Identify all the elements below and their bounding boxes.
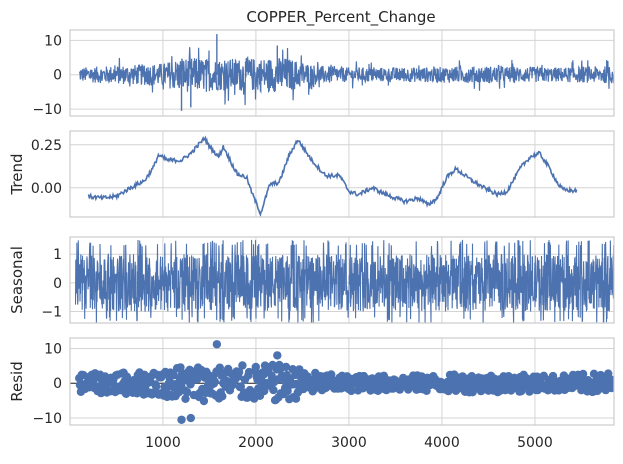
y-tick-label: 0.00 [31,181,62,197]
resid-point [467,372,476,381]
resid-point [234,367,244,377]
y-tick-label: −1 [41,305,62,321]
series-seasonal [74,239,614,323]
resid-point [283,386,292,396]
resid-point [609,380,614,389]
trend-line [87,135,578,217]
y-tick-label: −10 [32,411,62,427]
resid-outlier-point [273,351,282,360]
panel-frame [69,29,615,117]
y-axis-label-resid: Resid [8,361,26,401]
panel-trend: 0.25 0.00 Trend [8,130,615,218]
resid-point [181,394,190,403]
resid-point [251,362,260,372]
panel-frame [69,337,615,426]
seasonal-line [74,239,614,323]
y-tick-label: 0 [53,276,62,292]
y-tick-label: 0 [53,376,62,392]
x-tick-label: 5000 [517,435,553,451]
resid-outlier-point [212,340,222,349]
x-tick-label: 1000 [145,435,181,451]
resid-point [210,377,219,386]
chart-title: COPPER_Percent_Change [246,8,435,27]
panel-observed: 10 0 −10 [32,29,615,118]
y-tick-label: 0.25 [31,138,62,154]
panel-resid: 10 0 −10 Resid 1000 2000 3000 4000 5000 [8,337,615,451]
x-tick-label: 3000 [331,435,367,451]
y-tick-label: −10 [32,102,62,118]
resid-point [347,386,356,396]
panel-seasonal: 1 0 −1 Seasonal [8,236,615,324]
resid-point [215,363,224,372]
resid-point [183,388,192,397]
x-tick-label: 4000 [424,435,460,451]
y-axis-label-seasonal: Seasonal [8,246,26,314]
panel-frame [69,130,615,218]
resid-point [152,382,161,391]
y-tick-label: 10 [44,33,62,49]
y-tick-label: 1 [53,247,62,263]
y-axis-label-trend: Trend [8,153,26,195]
panel-frame [69,236,615,324]
resid-point [269,385,278,395]
resid-point [260,386,269,396]
resid-outlier-point [177,415,186,424]
y-tick-label: 10 [44,341,62,357]
resid-point [238,361,247,370]
observed-line [78,47,614,106]
series-resid [70,340,614,424]
resid-point [589,369,599,378]
y-tick-label: 0 [53,68,62,84]
x-tick-label: 2000 [238,435,274,451]
resid-point [281,362,291,372]
resid-point [199,396,209,406]
panels-group: 100−100.250.00Trend10−1Seasonal100−10Res… [8,29,615,451]
series-trend [87,135,578,217]
resid-point [236,382,245,391]
series-observed [78,34,614,111]
resid-point [218,392,227,401]
resid-outlier-point [186,413,196,423]
